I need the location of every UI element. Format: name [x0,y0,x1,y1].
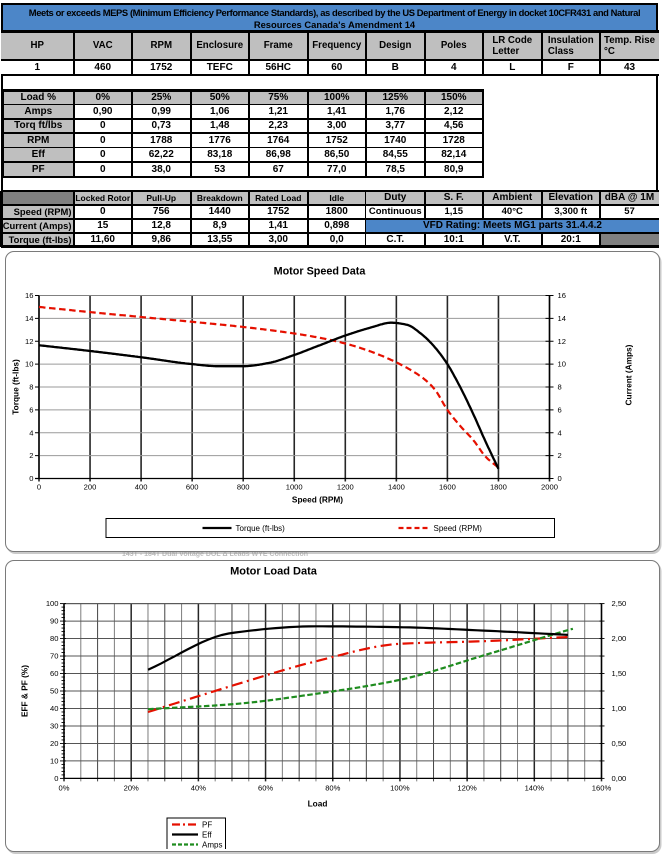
svg-text:1600: 1600 [438,483,455,492]
svg-text:2,50: 2,50 [611,599,626,608]
svg-text:Torque (ft-lbs): Torque (ft-lbs) [235,524,285,533]
svg-text:20%: 20% [123,783,138,792]
svg-text:0,00: 0,00 [611,774,626,783]
svg-text:2: 2 [29,451,33,460]
svg-text:120%: 120% [457,783,477,792]
svg-text:Torque (ft-lbs): Torque (ft-lbs) [10,359,20,415]
svg-text:70: 70 [50,652,58,661]
svg-text:Speed (RPM): Speed (RPM) [433,524,482,533]
svg-text:50: 50 [50,687,58,696]
svg-text:14: 14 [25,314,33,323]
svg-text:12: 12 [557,337,565,346]
svg-text:400: 400 [134,483,147,492]
svg-text:0: 0 [54,774,58,783]
svg-text:10: 10 [50,757,58,766]
svg-text:2000: 2000 [541,483,558,492]
svg-text:800: 800 [236,483,249,492]
svg-text:1400: 1400 [387,483,404,492]
svg-text:EFF & PF (%): EFF & PF (%) [19,665,29,717]
svg-text:30: 30 [50,722,58,731]
svg-text:4: 4 [557,428,561,437]
svg-text:12: 12 [25,337,33,346]
svg-text:2,00: 2,00 [611,634,626,643]
svg-text:80: 80 [50,634,58,643]
svg-text:14: 14 [557,314,565,323]
svg-text:80%: 80% [325,783,340,792]
svg-text:200: 200 [83,483,96,492]
svg-text:6: 6 [29,406,33,415]
svg-text:6: 6 [557,406,561,415]
svg-text:0: 0 [557,474,561,483]
svg-text:100%: 100% [390,783,410,792]
svg-text:0,50: 0,50 [611,739,626,748]
svg-text:40%: 40% [190,783,205,792]
svg-text:40: 40 [50,704,58,713]
svg-text:20: 20 [50,739,58,748]
svg-text:140%: 140% [524,783,544,792]
svg-text:Load: Load [307,799,327,809]
svg-text:Speed (RPM): Speed (RPM) [291,495,342,505]
svg-text:10: 10 [557,360,565,369]
svg-text:10: 10 [25,360,33,369]
svg-text:60: 60 [50,669,58,678]
svg-text:Amps: Amps [202,841,222,850]
svg-text:4: 4 [29,428,33,437]
svg-text:1,00: 1,00 [611,704,626,713]
svg-text:16: 16 [557,291,565,300]
svg-text:160%: 160% [591,783,611,792]
svg-text:60%: 60% [257,783,272,792]
svg-text:PF: PF [202,821,212,830]
svg-text:16: 16 [25,291,33,300]
svg-text:8: 8 [29,383,33,392]
svg-text:Eff: Eff [202,831,212,840]
svg-text:1000: 1000 [285,483,302,492]
svg-text:1,50: 1,50 [611,669,626,678]
svg-text:1800: 1800 [489,483,506,492]
svg-text:8: 8 [557,383,561,392]
svg-text:Motor Load Data: Motor Load Data [230,566,318,578]
svg-text:Current (Amps): Current (Amps) [623,344,633,405]
svg-text:1200: 1200 [336,483,353,492]
svg-text:0: 0 [36,483,40,492]
svg-text:90: 90 [50,617,58,626]
svg-text:0: 0 [29,474,33,483]
svg-text:Motor Speed Data: Motor Speed Data [273,266,366,278]
svg-text:600: 600 [185,483,198,492]
svg-text:0%: 0% [58,783,69,792]
svg-text:100: 100 [45,599,58,608]
svg-text:2: 2 [557,451,561,460]
